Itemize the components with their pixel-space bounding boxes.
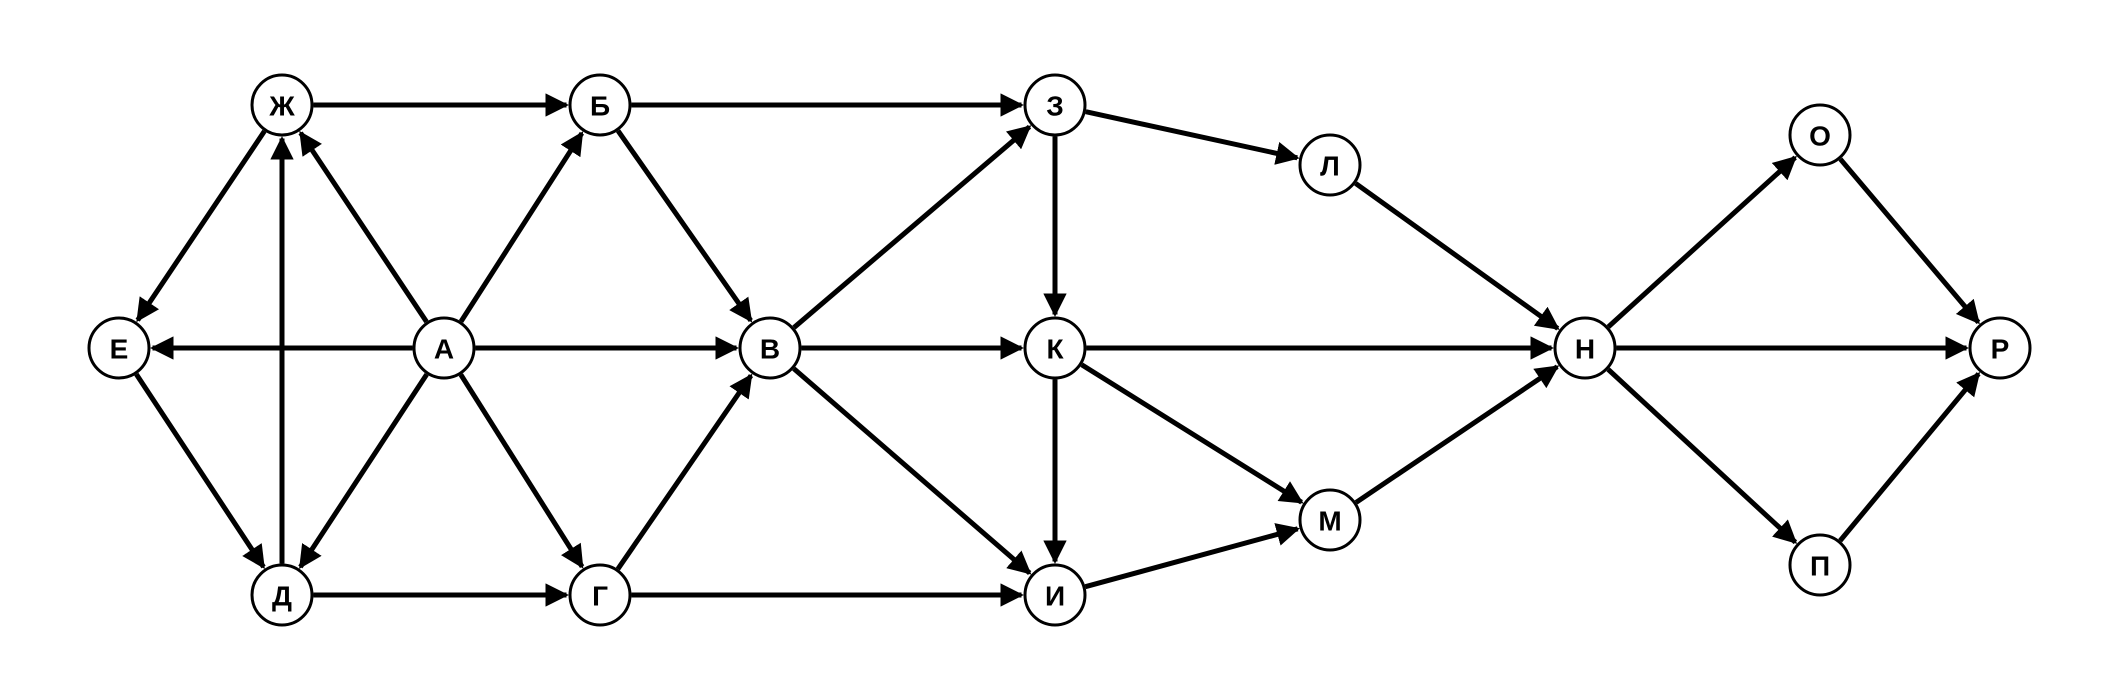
edge [461, 375, 582, 567]
node-label: Л [1320, 151, 1340, 182]
edge [794, 127, 1030, 328]
node-label: П [1810, 551, 1830, 582]
edge [618, 131, 751, 321]
edge [461, 133, 582, 321]
edge [1608, 158, 1795, 327]
node-label: О [1809, 121, 1831, 152]
graph-node: П [1790, 535, 1850, 595]
edge [1840, 159, 1978, 322]
graph-node: В [740, 318, 800, 378]
graph-node: К [1025, 318, 1085, 378]
node-label: В [760, 334, 780, 365]
node-label: Р [1991, 334, 2010, 365]
graph-node: М [1300, 490, 1360, 550]
edge [1356, 367, 1557, 503]
node-label: А [434, 334, 454, 365]
node-label: Н [1575, 334, 1595, 365]
graph-node: З [1025, 75, 1085, 135]
edge [1608, 369, 1795, 542]
graph-node: А [414, 318, 474, 378]
edge [1082, 365, 1302, 503]
edge [1086, 112, 1297, 158]
graph-node: Н [1555, 318, 1615, 378]
graph-node: О [1790, 105, 1850, 165]
graph-node: Р [1970, 318, 2030, 378]
edge [136, 374, 263, 567]
edge [618, 376, 751, 569]
edge [1356, 183, 1558, 328]
graph-node: Ж [252, 75, 312, 135]
node-label: Д [272, 581, 292, 612]
node-label: З [1046, 91, 1064, 122]
node-label: Е [110, 334, 129, 365]
edge [301, 133, 427, 322]
node-label: Ж [268, 91, 295, 122]
graph-node: Л [1300, 135, 1360, 195]
node-label: К [1046, 334, 1064, 365]
edge [138, 131, 265, 320]
node-label: Г [592, 581, 608, 612]
edge [1085, 529, 1297, 587]
graph-node: Д [252, 565, 312, 625]
graph-node: И [1025, 565, 1085, 625]
node-label: М [1318, 506, 1341, 537]
graph-canvas: Е Ж Д А Б Г В З К И Л М Н О П Р [0, 0, 2110, 696]
graph-node: Г [570, 565, 630, 625]
edge [794, 369, 1030, 573]
graph-node: Е [89, 318, 149, 378]
graph-node: Б [570, 75, 630, 135]
edge [300, 374, 426, 567]
node-label: И [1045, 581, 1065, 612]
node-label: Б [590, 91, 610, 122]
edge [1840, 374, 1979, 541]
